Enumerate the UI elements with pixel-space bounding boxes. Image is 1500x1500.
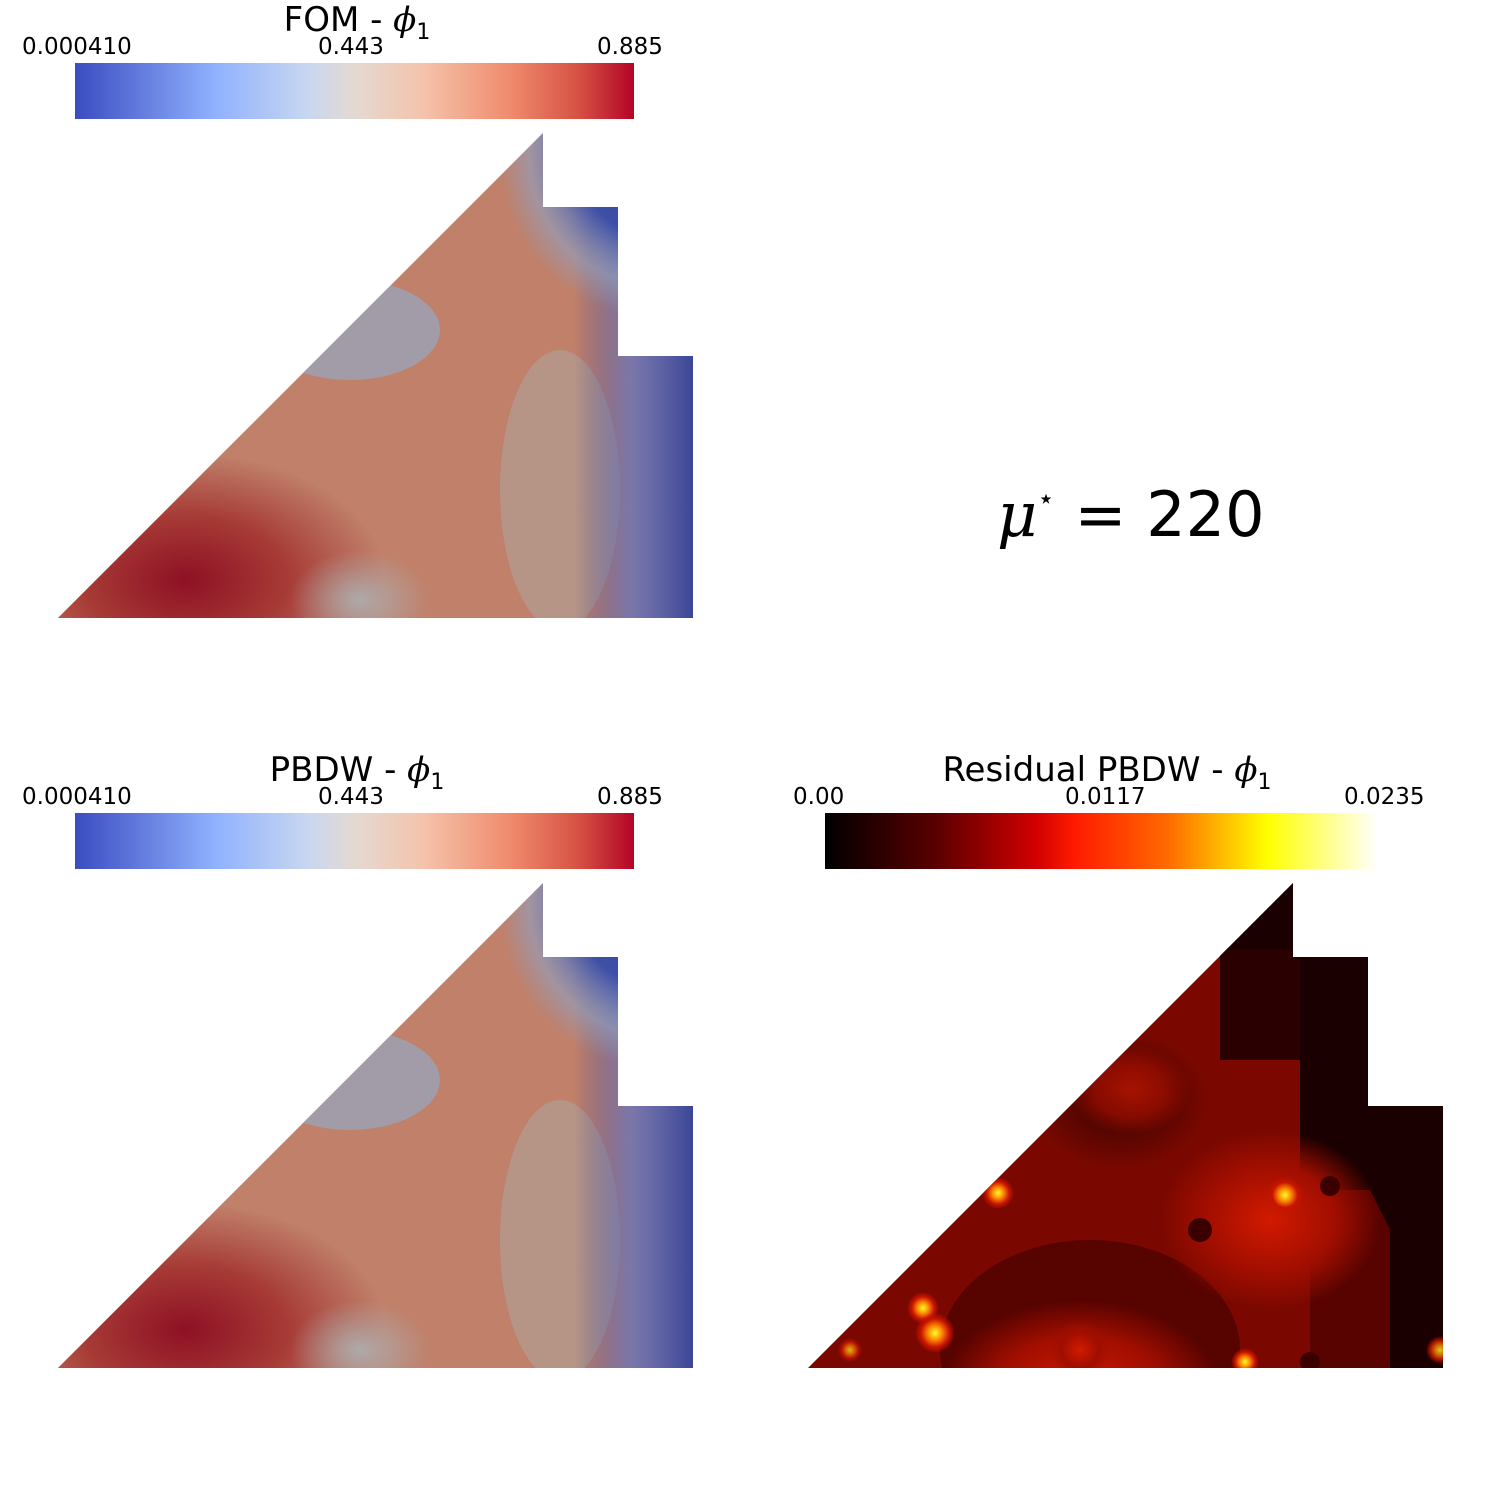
pbdw-colorbar-mid: 0.443: [318, 784, 384, 810]
fom-colorbar-min: 0.000410: [22, 34, 132, 60]
residual-colorbar-mid: 0.0117: [1065, 784, 1146, 810]
pbdw-field-plot: [58, 883, 693, 1368]
residual-colorbar-max: 0.0235: [1344, 784, 1425, 810]
fom-colorbar: [75, 63, 634, 119]
residual-colorbar: [825, 813, 1378, 869]
fom-colorbar-mid: 0.443: [318, 34, 384, 60]
parameter-value: 220: [1146, 478, 1265, 551]
pbdw-colorbar-max: 0.885: [597, 784, 663, 810]
fom-colorbar-max: 0.885: [597, 34, 663, 60]
residual-colorbar-min: 0.00: [793, 784, 845, 810]
fom-field-plot: [58, 133, 693, 618]
fom-title: FOM - ϕ1: [283, 0, 431, 45]
pbdw-colorbar: [75, 813, 634, 869]
residual-field-plot: [808, 883, 1443, 1368]
fom-panel: FOM - ϕ1 0.000410 0.443 0.885: [0, 0, 750, 700]
pbdw-title: PBDW - ϕ1: [269, 750, 445, 795]
phi-symbol: ϕ: [407, 750, 431, 790]
mu-symbol: μ: [997, 478, 1038, 551]
phi-symbol: ϕ: [393, 0, 417, 40]
pbdw-panel: PBDW - ϕ1 0.000410 0.443 0.885: [0, 750, 750, 1450]
residual-panel: Residual PBDW - ϕ1 0.00 0.0117 0.0235: [750, 750, 1500, 1450]
star-icon: ⋆: [1037, 482, 1055, 516]
residual-title: Residual PBDW - ϕ1: [942, 750, 1272, 795]
pbdw-colorbar-min: 0.000410: [22, 784, 132, 810]
phi-symbol: ϕ: [1234, 750, 1258, 790]
parameter-label: μ⋆ = 220: [997, 478, 1265, 551]
